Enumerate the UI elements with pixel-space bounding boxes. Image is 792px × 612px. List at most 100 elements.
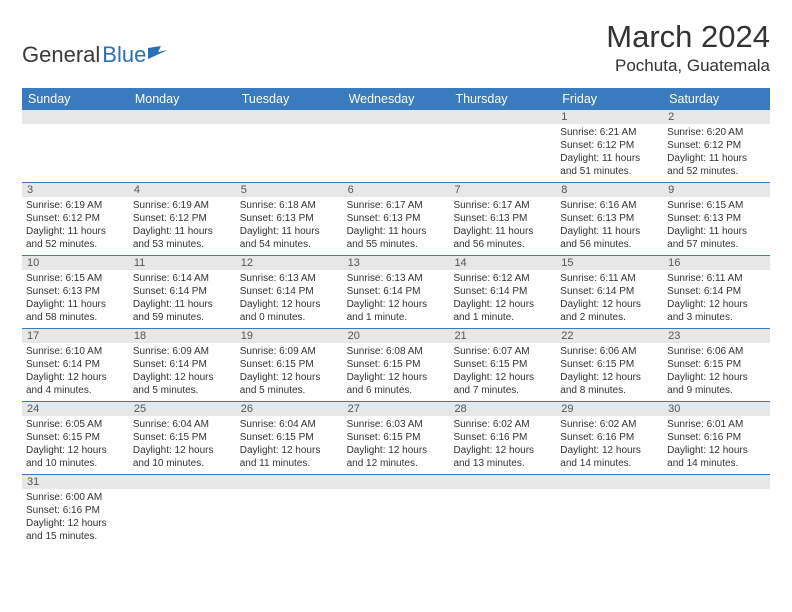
- sunrise-text: Sunrise: 6:19 AM: [133, 199, 232, 212]
- daylight-text-2: and 53 minutes.: [133, 238, 232, 251]
- daylight-text-1: Daylight: 12 hours: [453, 371, 552, 384]
- sunset-text: Sunset: 6:16 PM: [560, 431, 659, 444]
- day-number: 13: [343, 256, 450, 270]
- sunset-text: Sunset: 6:14 PM: [26, 358, 125, 371]
- day-number: 10: [22, 256, 129, 270]
- daylight-text-1: Daylight: 12 hours: [133, 371, 232, 384]
- day-number: 22: [556, 329, 663, 343]
- sunset-text: Sunset: 6:13 PM: [667, 212, 766, 225]
- sunrise-text: Sunrise: 6:01 AM: [667, 418, 766, 431]
- sunset-text: Sunset: 6:13 PM: [560, 212, 659, 225]
- sunset-text: Sunset: 6:14 PM: [560, 285, 659, 298]
- week-row: Sunrise: 6:10 AMSunset: 6:14 PMDaylight:…: [22, 343, 770, 402]
- daylight-text-2: and 52 minutes.: [667, 165, 766, 178]
- daylight-text-2: and 4 minutes.: [26, 384, 125, 397]
- day-number: 29: [556, 402, 663, 416]
- sunrise-text: Sunrise: 6:15 AM: [26, 272, 125, 285]
- day-number: [449, 110, 556, 124]
- day-number-row: 3456789: [22, 183, 770, 197]
- day-cell: Sunrise: 6:20 AMSunset: 6:12 PMDaylight:…: [663, 124, 770, 182]
- sunset-text: Sunset: 6:12 PM: [560, 139, 659, 152]
- daylight-text-2: and 55 minutes.: [347, 238, 446, 251]
- weekday-wed: Wednesday: [343, 88, 450, 110]
- sunrise-text: Sunrise: 6:09 AM: [240, 345, 339, 358]
- sunrise-text: Sunrise: 6:11 AM: [667, 272, 766, 285]
- day-cell: [449, 489, 556, 547]
- day-number: 18: [129, 329, 236, 343]
- day-cell: Sunrise: 6:13 AMSunset: 6:14 PMDaylight:…: [236, 270, 343, 328]
- day-number: [236, 110, 343, 124]
- day-cell: Sunrise: 6:17 AMSunset: 6:13 PMDaylight:…: [449, 197, 556, 255]
- daylight-text-2: and 12 minutes.: [347, 457, 446, 470]
- daylight-text-1: Daylight: 11 hours: [347, 225, 446, 238]
- calendar-grid: 12Sunrise: 6:21 AMSunset: 6:12 PMDayligh…: [22, 110, 770, 547]
- day-cell: Sunrise: 6:15 AMSunset: 6:13 PMDaylight:…: [22, 270, 129, 328]
- sunset-text: Sunset: 6:15 PM: [453, 358, 552, 371]
- day-number: [236, 475, 343, 489]
- location-label: Pochuta, Guatemala: [606, 56, 770, 76]
- sunrise-text: Sunrise: 6:04 AM: [133, 418, 232, 431]
- flag-icon: [148, 40, 170, 66]
- daylight-text-1: Daylight: 11 hours: [26, 225, 125, 238]
- daylight-text-2: and 1 minute.: [453, 311, 552, 324]
- day-cell: Sunrise: 6:04 AMSunset: 6:15 PMDaylight:…: [236, 416, 343, 474]
- sunset-text: Sunset: 6:15 PM: [240, 358, 339, 371]
- daylight-text-1: Daylight: 12 hours: [240, 444, 339, 457]
- daylight-text-2: and 5 minutes.: [240, 384, 339, 397]
- day-number: 15: [556, 256, 663, 270]
- day-cell: Sunrise: 6:02 AMSunset: 6:16 PMDaylight:…: [449, 416, 556, 474]
- daylight-text-2: and 56 minutes.: [560, 238, 659, 251]
- day-number: [663, 475, 770, 489]
- week-row: Sunrise: 6:15 AMSunset: 6:13 PM Daylight:…: [22, 270, 770, 329]
- daylight-text-1: Daylight: 11 hours: [240, 225, 339, 238]
- daylight-text-1: Daylight: 12 hours: [560, 298, 659, 311]
- daylight-text-1: Daylight: 11 hours: [667, 225, 766, 238]
- daylight-text-2: and 8 minutes.: [560, 384, 659, 397]
- sunset-text: Sunset: 6:13 PM: [26, 285, 125, 298]
- sunset-text: Sunset: 6:13 PM: [453, 212, 552, 225]
- day-cell: Sunrise: 6:18 AMSunset: 6:13 PMDaylight:…: [236, 197, 343, 255]
- day-number: 16: [663, 256, 770, 270]
- sunrise-text: Sunrise: 6:13 AM: [347, 272, 446, 285]
- day-cell: Sunrise: 6:14 AMSunset: 6:14 PMDaylight:…: [129, 270, 236, 328]
- day-cell: Sunrise: 6:06 AMSunset: 6:15 PMDaylight:…: [663, 343, 770, 401]
- daylight-text-1: Daylight: 12 hours: [240, 298, 339, 311]
- daylight-text-2: and 10 minutes.: [26, 457, 125, 470]
- sunrise-text: Sunrise: 6:07 AM: [453, 345, 552, 358]
- weekday-tue: Tuesday: [236, 88, 343, 110]
- daylight-text-1: Daylight: 12 hours: [347, 444, 446, 457]
- sunrise-text: Sunrise: 6:12 AM: [453, 272, 552, 285]
- sunrise-text: Sunrise: 6:06 AM: [667, 345, 766, 358]
- sunrise-text: Sunrise: 6:14 AM: [133, 272, 232, 285]
- sunset-text: Sunset: 6:15 PM: [240, 431, 339, 444]
- daylight-text-2: and 6 minutes.: [347, 384, 446, 397]
- sunrise-text: Sunrise: 6:15 AM: [667, 199, 766, 212]
- sunset-text: Sunset: 6:13 PM: [240, 212, 339, 225]
- sunrise-text: Sunrise: 6:20 AM: [667, 126, 766, 139]
- sunset-text: Sunset: 6:15 PM: [133, 431, 232, 444]
- day-number: [556, 475, 663, 489]
- daylight-text-1: Daylight: 12 hours: [453, 444, 552, 457]
- day-cell: Sunrise: 6:13 AMSunset: 6:14 PMDaylight:…: [343, 270, 450, 328]
- sunset-text: Sunset: 6:12 PM: [26, 212, 125, 225]
- day-cell: Sunrise: 6:03 AMSunset: 6:15 PMDaylight:…: [343, 416, 450, 474]
- day-cell: Sunrise: 6:00 AMSunset: 6:16 PMDaylight:…: [22, 489, 129, 547]
- sunrise-text: Sunrise: 6:17 AM: [453, 199, 552, 212]
- logo: GeneralBlue: [22, 42, 170, 68]
- daylight-text-1: Daylight: 12 hours: [347, 298, 446, 311]
- sunrise-text: Sunrise: 6:03 AM: [347, 418, 446, 431]
- day-number: 5: [236, 183, 343, 197]
- day-cell: Sunrise: 6:17 AMSunset: 6:13 PMDaylight:…: [343, 197, 450, 255]
- day-cell: Sunrise: 6:19 AMSunset: 6:12 PMDaylight:…: [129, 197, 236, 255]
- daylight-text-2: and 10 minutes.: [133, 457, 232, 470]
- day-number: 21: [449, 329, 556, 343]
- day-cell: [449, 124, 556, 182]
- daylight-text-1: Daylight: 12 hours: [667, 298, 766, 311]
- sunset-text: Sunset: 6:12 PM: [133, 212, 232, 225]
- title-block: March 2024 Pochuta, Guatemala: [606, 20, 770, 76]
- weekday-thu: Thursday: [449, 88, 556, 110]
- day-number: [343, 110, 450, 124]
- day-cell: Sunrise: 6:08 AMSunset: 6:15 PMDaylight:…: [343, 343, 450, 401]
- weekday-sun: Sunday: [22, 88, 129, 110]
- day-cell: [343, 124, 450, 182]
